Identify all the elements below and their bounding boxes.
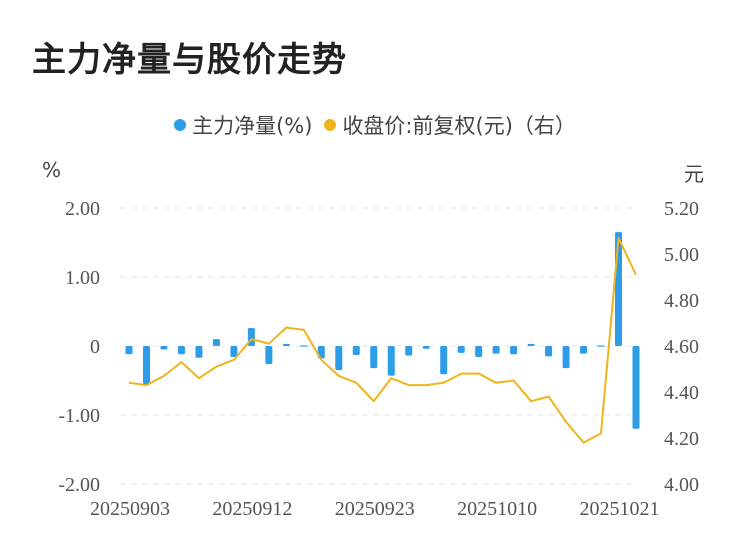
price-line xyxy=(128,236,637,444)
y-right-tick-label: 4.40 xyxy=(664,382,699,404)
x-tick-label: 20250903 xyxy=(90,498,170,520)
y-left-tick-label: 2.00 xyxy=(65,198,100,220)
bar xyxy=(562,346,570,369)
bar xyxy=(212,339,220,346)
y-right-tick-label: 4.00 xyxy=(664,474,699,496)
legend-dot-yellow-icon xyxy=(324,119,337,131)
x-tick-label: 20250923 xyxy=(335,498,415,520)
y-left-tick-label: 0 xyxy=(90,336,100,358)
left-axis-unit: % xyxy=(42,158,62,182)
bar xyxy=(492,346,500,354)
x-tick-label: 20251010 xyxy=(457,498,537,520)
bar xyxy=(177,346,185,355)
bar xyxy=(335,346,343,371)
bar xyxy=(597,345,605,347)
bar xyxy=(440,346,448,375)
chart-title: 主力净量与股价走势 xyxy=(32,40,347,80)
bar xyxy=(545,346,553,357)
bar xyxy=(282,343,290,346)
right-axis-unit: 元 xyxy=(684,162,704,186)
y-left-tick-label: -1.00 xyxy=(58,405,100,427)
bar xyxy=(632,346,640,429)
bar xyxy=(230,346,238,358)
legend-item-net-flow[interactable]: 主力净量(%) xyxy=(174,110,312,140)
bar xyxy=(160,346,168,350)
legend-dot-blue-icon xyxy=(174,119,187,131)
bar xyxy=(195,346,203,358)
bar xyxy=(142,346,150,384)
bar xyxy=(615,232,623,346)
bar xyxy=(422,346,430,349)
y-right-tick-label: 5.00 xyxy=(664,244,699,266)
legend-label-close-price: 收盘价:前复权(元)（右） xyxy=(342,114,576,138)
bar xyxy=(300,345,308,347)
x-tick-label: 20251021 xyxy=(580,498,660,520)
y-left-tick-label: 1.00 xyxy=(65,267,100,289)
bar xyxy=(457,346,465,353)
x-tick-label: 20250912 xyxy=(212,498,292,520)
bar xyxy=(475,346,483,358)
bar xyxy=(527,343,535,346)
y-right-tick-label: 5.20 xyxy=(664,198,699,220)
bar xyxy=(580,346,588,354)
bar xyxy=(370,346,378,369)
y-left-tick-label: -2.00 xyxy=(58,474,100,496)
bar xyxy=(387,346,395,376)
bar xyxy=(352,346,360,355)
y-right-tick-label: 4.60 xyxy=(664,336,699,358)
legend-item-close-price[interactable]: 收盘价:前复权(元)（右） xyxy=(324,110,576,140)
bar xyxy=(125,346,133,355)
bar xyxy=(405,346,413,356)
bar xyxy=(265,346,273,364)
y-right-tick-label: 4.80 xyxy=(664,290,699,312)
legend: 主力净量(%) 收盘价:前复权(元)（右） xyxy=(0,110,750,140)
bar xyxy=(510,346,518,355)
y-right-tick-label: 4.20 xyxy=(664,428,699,450)
legend-label-net-flow: 主力净量(%) xyxy=(192,114,313,138)
